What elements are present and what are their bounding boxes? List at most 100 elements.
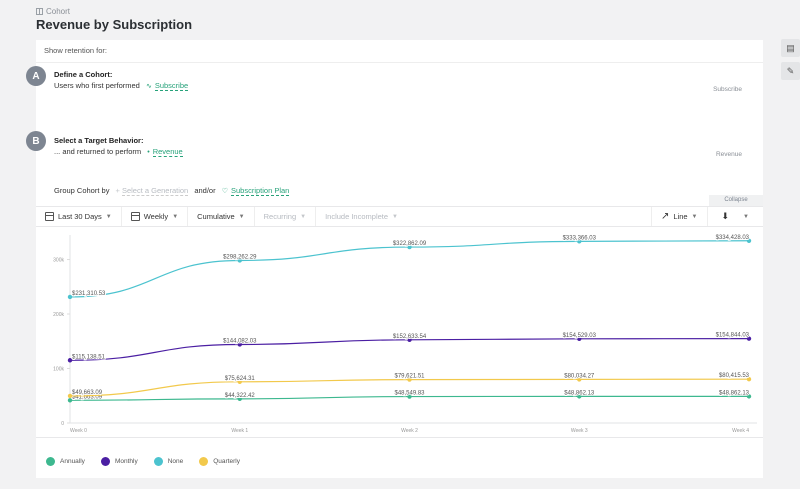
data-label: $231,310.53	[72, 291, 106, 297]
legend-item-none[interactable]: None	[153, 457, 184, 466]
step-a-heading: Define a Cohort:	[54, 70, 113, 79]
line-chart-icon: ↗	[660, 211, 670, 222]
event-icon: •	[147, 149, 150, 156]
select-generation-link[interactable]: Select a Generation	[121, 186, 189, 196]
chevron-down-icon: ▼	[691, 213, 698, 220]
data-label: $75,624.31	[225, 376, 256, 382]
book-icon[interactable]: ▤	[781, 39, 800, 57]
legend-item-quarterly[interactable]: Quarterly	[199, 457, 240, 466]
x-tick-label: Week 1	[231, 428, 248, 434]
andor-label: and/or	[194, 186, 216, 195]
data-label: $48,862.13	[564, 390, 595, 396]
data-point	[407, 337, 412, 343]
legend-swatch	[199, 457, 209, 466]
legend-label: Monthly	[114, 458, 138, 465]
data-label: $152,633.54	[393, 334, 427, 340]
legend-label: Annually	[60, 458, 85, 465]
plus-icon: +	[115, 186, 120, 195]
data-label: $80,415.53	[719, 373, 750, 379]
data-point	[577, 336, 582, 341]
data-label: $49,663.09	[72, 390, 103, 396]
y-tick-label: 100k	[53, 367, 64, 373]
data-point	[67, 358, 73, 363]
data-point	[407, 244, 412, 250]
step-b-heading: Select a Target Behavior:	[54, 136, 144, 145]
data-label: $79,621.51	[394, 374, 425, 380]
breadcrumb-label: Cohort	[46, 7, 71, 16]
step-a-right-label: Subscribe	[713, 86, 742, 93]
data-point	[237, 396, 242, 402]
data-point	[407, 394, 412, 399]
step-b-right-label: Revenue	[715, 151, 742, 158]
cohort-event-link[interactable]: Subscribe	[154, 81, 189, 91]
data-point	[237, 258, 242, 263]
data-point	[67, 398, 73, 403]
chart-legend: Annually Monthly None Quarterly	[46, 457, 240, 466]
data-point	[237, 342, 242, 347]
show-retention-label: Show retention for:	[44, 46, 107, 55]
data-label: $334,428.03	[716, 235, 750, 241]
x-tick-label: Week 2	[401, 428, 418, 434]
subscription-plan-link[interactable]: Subscription Plan	[230, 186, 290, 196]
chart-toolbar: Last 30 Days ▼ Weekly ▼ Cumulative ▼ Rec…	[36, 206, 763, 227]
data-point	[237, 379, 242, 384]
x-tick-label: Week 0	[70, 428, 87, 434]
chevron-down-icon: ▼	[172, 213, 179, 220]
edit-icon[interactable]: ✎	[781, 62, 800, 80]
legend-swatch	[153, 457, 163, 466]
date-range-dropdown[interactable]: Last 30 Days ▼	[36, 207, 122, 226]
data-label: $298,262.29	[223, 254, 257, 260]
data-label: $44,322.42	[225, 393, 256, 399]
chevron-down-icon: ▼	[238, 213, 245, 220]
recurring-dropdown[interactable]: Recurring ▼	[255, 207, 317, 226]
legend-swatch	[46, 457, 55, 466]
y-tick-label: 0	[61, 421, 64, 427]
chart-type-dropdown[interactable]: ↗ Line ▼	[650, 207, 708, 226]
data-label: $154,529.03	[563, 333, 597, 339]
data-label: $48,549.83	[394, 391, 425, 397]
data-point	[746, 394, 752, 399]
chevron-down-icon: ▼	[105, 213, 112, 220]
divider	[36, 62, 763, 63]
x-tick-label: Week 4	[732, 428, 749, 434]
data-point	[577, 377, 582, 382]
tag-icon: ♡	[221, 188, 228, 195]
data-label: $154,844.03	[716, 333, 750, 339]
data-point	[67, 294, 73, 300]
y-tick-label: 200k	[53, 312, 64, 318]
breadcrumb[interactable]: Cohort	[36, 7, 70, 16]
download-icon: ⬇	[721, 211, 730, 221]
target-event-link[interactable]: Revenue	[152, 147, 183, 157]
step-b-badge: B	[26, 131, 46, 151]
chevron-down-icon: ▼	[743, 213, 749, 220]
include-incomplete-dropdown[interactable]: Include Incomplete ▼	[325, 212, 398, 221]
data-point	[577, 239, 582, 244]
data-point	[67, 393, 73, 399]
data-label: $115,138.51	[72, 354, 106, 360]
step-a-text: Users who first performed ∿ Subscribe	[54, 81, 189, 91]
legend-item-monthly[interactable]: Monthly	[100, 457, 138, 466]
chevron-down-icon: ▼	[300, 213, 307, 220]
cohort-grid-icon	[36, 8, 43, 15]
group-label: Group Cohort by	[54, 186, 110, 195]
data-point	[577, 394, 582, 399]
data-point	[746, 336, 752, 341]
calendar-icon	[130, 212, 140, 221]
legend-label: None	[167, 458, 184, 465]
data-label: $144,082.03	[223, 338, 257, 344]
data-label: $48,862.13	[719, 390, 750, 396]
legend-swatch	[100, 457, 110, 466]
calendar-icon	[45, 212, 54, 221]
interval-dropdown[interactable]: Weekly ▼	[122, 207, 189, 226]
data-label: $333,366.03	[563, 235, 597, 241]
y-tick-label: 300k	[53, 258, 64, 264]
mode-dropdown[interactable]: Cumulative ▼	[188, 207, 255, 226]
step-a-badge: A	[26, 66, 46, 86]
collapse-button[interactable]: Collapse	[709, 195, 763, 206]
legend-item-annually[interactable]: Annually	[46, 457, 85, 466]
data-label: $41,663.09	[72, 394, 103, 400]
chevron-down-icon: ▼	[392, 213, 398, 220]
page-title: Revenue by Subscription	[36, 17, 193, 32]
export-dropdown[interactable]: ⬇ ▼	[708, 207, 764, 226]
legend-label: Quarterly	[213, 458, 240, 465]
